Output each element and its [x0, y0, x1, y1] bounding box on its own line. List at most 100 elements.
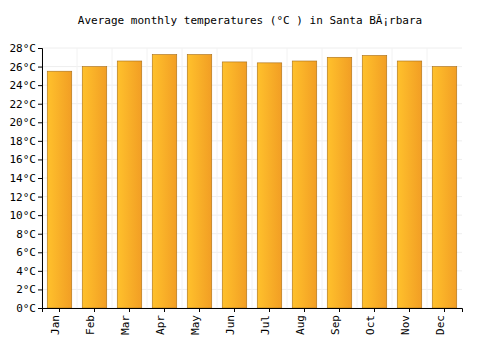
y-tick-mark: [38, 104, 42, 105]
y-tick-label: 10°C: [10, 209, 37, 222]
x-tick-label: May: [189, 315, 202, 335]
y-axis: 0°C 2°C 4°C 6°C 8°C 10°C 12°C 14°C 16°C 18°C 20°C 2…: [10, 42, 43, 315]
x-tick: Jul: [259, 308, 272, 335]
y-tick-mark: [38, 308, 42, 309]
y-tick: 26°C: [10, 61, 43, 74]
y-tick-mark: [38, 252, 42, 253]
y-tick: 28°C: [10, 42, 43, 55]
y-tick: 24°C: [10, 79, 43, 92]
x-tick: Apr: [154, 308, 167, 335]
x-tick-label: Mar: [119, 315, 132, 335]
y-tick-mark: [38, 234, 42, 235]
bar: [327, 57, 352, 308]
grid-line-x: [112, 48, 113, 308]
y-tick-label: 20°C: [10, 116, 37, 129]
y-tick-mark: [38, 48, 42, 49]
x-tick-label: Feb: [84, 315, 97, 335]
y-tick-mark: [38, 271, 42, 272]
grid-line-x: [322, 48, 323, 308]
x-tick-mark: [444, 308, 445, 312]
x-tick: Feb: [84, 308, 97, 335]
x-tick-mark: [164, 308, 165, 312]
y-tick: 6°C: [16, 246, 42, 259]
x-tick-mark: [129, 308, 130, 312]
y-tick: 10°C: [10, 209, 43, 222]
bar: [152, 55, 177, 309]
y-tick: 8°C: [16, 228, 42, 241]
bar: [82, 67, 107, 308]
y-tick-label: 2°C: [16, 283, 36, 296]
y-tick-label: 16°C: [10, 153, 37, 166]
grid-line-x: [77, 48, 78, 308]
grid-x: [42, 48, 427, 308]
y-axis-line: [38, 49, 43, 309]
y-tick: 14°C: [10, 172, 43, 185]
x-tick-mark: [304, 308, 305, 312]
grid-line-x: [147, 48, 148, 308]
bar: [257, 63, 282, 308]
y-tick-mark: [38, 215, 42, 216]
bar: [362, 55, 387, 308]
y-tick-mark: [38, 85, 42, 86]
grid-line-x: [182, 48, 183, 308]
x-tick: Dec: [434, 308, 447, 335]
y-tick-label: 4°C: [16, 265, 36, 278]
grid-line-x: [357, 48, 358, 308]
grid-line-x: [287, 48, 288, 308]
plot: 0°C 2°C 4°C 6°C 8°C 10°C 12°C 14°C 16°C 18°C 20°C 2…: [10, 42, 463, 335]
y-tick: 22°C: [10, 98, 43, 111]
x-tick-mark: [409, 308, 410, 312]
y-tick-mark: [38, 122, 42, 123]
y-tick: 0°C: [16, 302, 42, 315]
y-tick: 2°C: [16, 283, 42, 296]
y-tick: 12°C: [10, 191, 43, 204]
grid-line-x: [252, 48, 253, 308]
y-tick-mark: [38, 67, 42, 68]
x-tick: Aug: [294, 308, 307, 335]
y-tick-label: 18°C: [10, 135, 37, 148]
grid-line-x: [427, 48, 428, 308]
y-tick-label: 14°C: [10, 172, 37, 185]
y-tick-label: 12°C: [10, 191, 37, 204]
y-tick-label: 24°C: [10, 79, 37, 92]
x-tick: Mar: [119, 308, 132, 335]
bar: [397, 61, 422, 308]
bar: [222, 62, 247, 308]
y-tick-label: 26°C: [10, 61, 37, 74]
bars: [47, 55, 457, 309]
x-tick-label: Jan: [49, 315, 62, 335]
y-tick-mark: [38, 197, 42, 198]
x-tick-mark: [374, 308, 375, 312]
x-tick-label: Jun: [224, 315, 237, 335]
x-tick-label: Aug: [294, 315, 307, 335]
x-tick-mark: [94, 308, 95, 312]
y-tick-label: 22°C: [10, 98, 37, 111]
x-tick-label: Oct: [364, 315, 377, 335]
chart: Average monthly temperatures (°C ) in Sa…: [0, 0, 500, 350]
grid-line-x: [392, 48, 393, 308]
y-tick-mark: [38, 159, 42, 160]
y-tick: 18°C: [10, 135, 43, 148]
y-tick-mark: [38, 178, 42, 179]
x-axis-line: [43, 309, 463, 313]
y-tick-label: 8°C: [16, 228, 36, 241]
y-tick: 20°C: [10, 116, 43, 129]
y-tick-label: 0°C: [16, 302, 36, 315]
x-tick: Sep: [329, 308, 342, 335]
title: Average monthly temperatures (°C ) in Sa…: [78, 14, 422, 27]
y-tick-label: 6°C: [16, 246, 36, 259]
x-tick: Oct: [364, 308, 377, 335]
x-tick: Nov: [399, 308, 412, 335]
bar: [432, 67, 457, 308]
x-tick-mark: [269, 308, 270, 312]
bar: [187, 55, 212, 309]
x-tick-label: Sep: [329, 315, 342, 335]
x-tick-mark: [59, 308, 60, 312]
x-axis: Jan Feb Mar Apr May Jun Jul Aug Sep Oct Nov Dec: [43, 308, 463, 335]
y-tick: 16°C: [10, 153, 43, 166]
y-tick-label: 28°C: [10, 42, 37, 55]
x-tick-label: Apr: [154, 315, 167, 335]
x-tick-mark: [199, 308, 200, 312]
bar: [47, 71, 72, 308]
y-tick: 4°C: [16, 265, 42, 278]
